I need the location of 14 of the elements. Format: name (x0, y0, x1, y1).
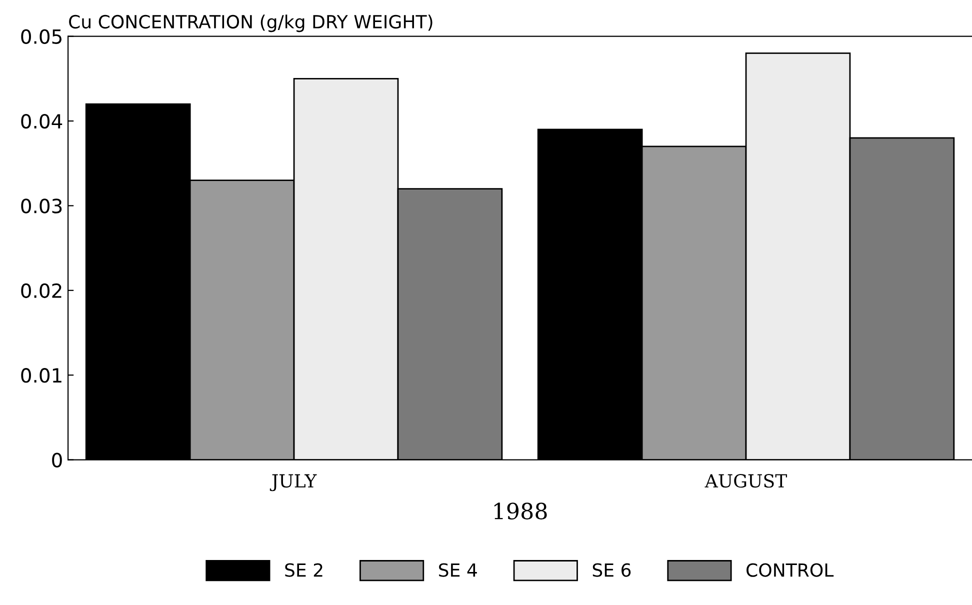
legend-label: SE 4 (439, 563, 477, 577)
x-tick-label: AUGUST (704, 474, 787, 488)
y-tick-label: 0.03 (21, 198, 62, 214)
x-axis-title: 1988 (494, 502, 547, 520)
legend-label: SE 6 (592, 563, 631, 577)
y-tick-label: 0.02 (21, 283, 62, 298)
legend-label: SE 2 (285, 563, 322, 577)
legend-label: CONTROL (746, 563, 834, 577)
x-tick-label: JULY (270, 474, 317, 492)
y-tick-label: 0.04 (21, 114, 62, 129)
y-tick-label: 0 (52, 452, 62, 468)
y-tick-label: 0.01 (21, 368, 62, 383)
y-tick-label: 0.05 (21, 29, 62, 44)
y-axis-title: Cu CONCENTRATION (g/kg DRY WEIGHT) (69, 14, 432, 32)
